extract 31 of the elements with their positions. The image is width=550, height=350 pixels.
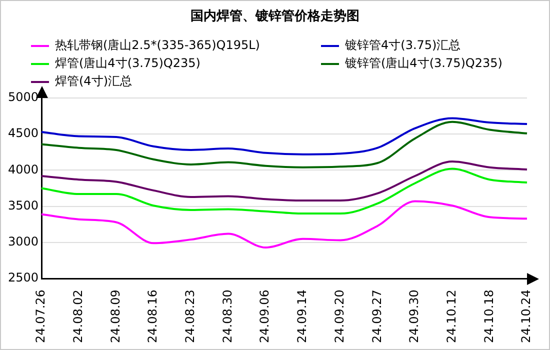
y-tick-label: 3500: [8, 198, 39, 212]
legend-label: 热轧带钢(唐山2.5*(335-365)Q195L): [55, 37, 260, 54]
y-tick-label: 5000: [8, 90, 39, 104]
line-series: [40, 120, 528, 168]
x-tick-label: 24.09.30: [407, 290, 422, 343]
x-tick-label: 24.08.09: [108, 290, 122, 343]
chart-title: 国内焊管、镀锌管价格走势图: [190, 8, 360, 25]
x-tick-label: 24.09.27: [370, 290, 384, 343]
x-tick-label: 24.10.24: [519, 290, 534, 343]
line-series: [40, 117, 528, 156]
legend-label: 焊管(4寸)汇总: [55, 73, 132, 90]
y-tick-label: 4000: [8, 162, 39, 176]
x-tick-label: 24.08.02: [71, 290, 86, 343]
line-series: [40, 160, 528, 202]
line-series: [40, 200, 528, 249]
x-tick-label: 24.09.06: [258, 290, 272, 343]
legend-label: 镀锌管4寸(3.75)汇总: [345, 37, 461, 54]
x-tick-label: 24.07.26: [34, 290, 48, 343]
line-series: [40, 168, 528, 215]
y-tick-label: 4500: [8, 126, 39, 140]
x-tick-label: 24.08.16: [146, 290, 160, 343]
legend-label: 焊管(唐山4寸(3.75)Q235): [55, 55, 200, 72]
x-tick-label: 24.09.20: [332, 290, 346, 343]
y-tick-label: 3000: [8, 234, 39, 249]
x-tick-label: 24.09.14: [295, 290, 310, 343]
x-tick-label: 24.10.18: [482, 290, 496, 343]
x-tick-label: 24.08.30: [220, 290, 234, 343]
legend-label: 镀锌管(唐山4寸(3.75)Q235): [345, 55, 502, 72]
x-tick-label: 24.08.23: [183, 290, 198, 343]
x-tick-label: 24.10.12: [444, 290, 458, 343]
y-tick-label: 2500: [8, 270, 39, 285]
